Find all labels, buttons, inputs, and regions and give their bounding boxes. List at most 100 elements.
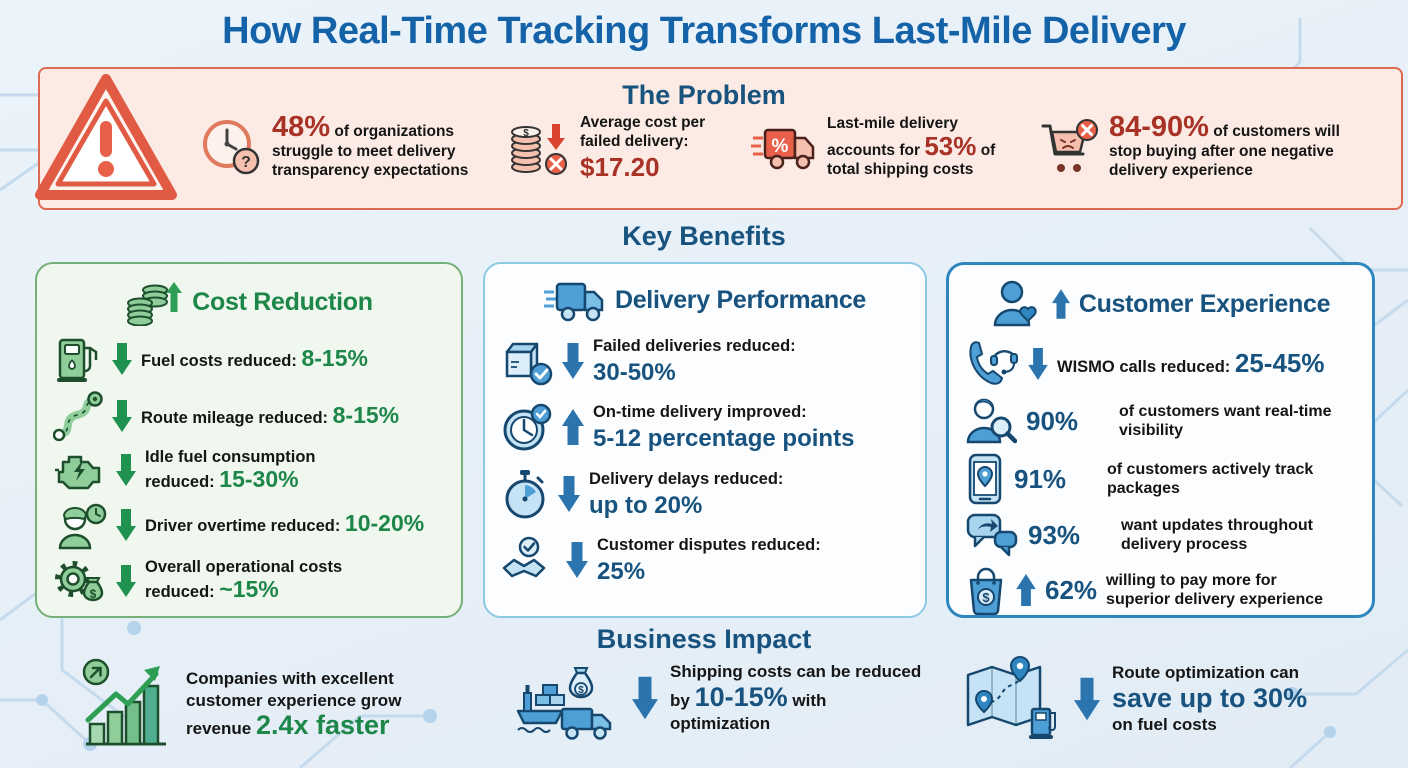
svg-text:?: ? (241, 154, 251, 171)
benefit-stat: 25% (597, 557, 646, 585)
growth-chart-icon (78, 658, 174, 750)
down-arrow-icon (558, 476, 580, 512)
benefit-item: 93% want updates throughout delivery pro… (965, 512, 1356, 558)
warning-triangle-icon (30, 69, 182, 214)
impact-text: Route optimization can save up to 30% on… (1112, 662, 1307, 735)
svg-text:%: % (772, 136, 789, 157)
down-arrow-icon (112, 400, 132, 432)
benefit-text: Fuel costs reduced: 8-15% (141, 346, 368, 372)
fuel-pump-icon (53, 334, 103, 384)
card-header: Cost Reduction (37, 278, 461, 326)
benefit-stat: 62% (1045, 575, 1098, 605)
benefit-item: 91% of customers actively track packages (965, 453, 1356, 505)
impact-text: Shipping costs can be reduced by 10-15% … (670, 661, 925, 734)
down-arrow-icon (116, 564, 136, 597)
problem-stat: 53% (924, 131, 977, 162)
problem-text: 48% of organizations struggle to meet de… (272, 113, 490, 180)
svg-text:$: $ (90, 587, 97, 601)
coins-up-icon (125, 278, 183, 326)
clock-question-icon: ? (200, 116, 262, 178)
benefit-item: Delivery delays reduced: up to 20% (501, 468, 909, 520)
problem-text: Average cost per failed delivery: $17.20 (580, 113, 730, 180)
problem-label: Average cost per failed delivery: (580, 114, 706, 151)
problem-item: $ Average cost per failed delivery: $17.… (508, 113, 743, 180)
benefit-stat: 90% (1026, 406, 1079, 436)
cart-negative-icon (1039, 118, 1099, 176)
benefit-item: $ 62% willing to pay more for superior d… (965, 565, 1356, 615)
benefit-item: $ Overall operational costs reduced: ~15… (53, 557, 445, 605)
benefit-label: of customers want real-time visibility (1119, 402, 1332, 439)
benefit-item: Driver overtime reduced: 10-20% (53, 500, 445, 550)
benefit-label: Overall operational costs reduced: (145, 558, 343, 602)
benefit-stat: 10-20% (344, 510, 425, 537)
benefit-stat: 30-50% (593, 358, 676, 386)
cost-reduction-card: Cost Reduction Fuel costs reduced: 8-15% (35, 262, 463, 618)
benefit-item: Route mileage reduced: 8-15% (53, 391, 445, 441)
card-title: Delivery Performance (614, 285, 867, 314)
problem-item: 84-90% of customers will stop buying aft… (1039, 113, 1369, 180)
impact-item: Route optimization can save up to 30% on… (962, 655, 1392, 743)
benefit-item: Fuel costs reduced: 8-15% (53, 334, 445, 384)
card-items: WISMO calls reduced: 25-45% 90% of custo… (949, 329, 1372, 615)
down-arrow-icon (112, 343, 132, 375)
benefit-item: Failed deliveries reduced: 30-50% (501, 336, 909, 386)
impact-stat: 2.4x faster (255, 709, 390, 740)
benefit-item: On-time delivery improved: 5-12 percenta… (501, 402, 909, 452)
benefit-label: Failed deliveries reduced: (593, 337, 796, 355)
benefit-stat: 93% (1028, 520, 1081, 550)
down-arrow-icon (116, 454, 136, 487)
route-map-icon (962, 655, 1062, 743)
benefit-stat: ~15% (219, 576, 279, 603)
benefit-label: Idle fuel consumption reduced: (145, 448, 316, 491)
card-title: Cost Reduction (192, 287, 373, 316)
driver-clock-icon (53, 500, 107, 550)
problem-heading: The Problem (622, 80, 786, 110)
benefit-item: Idle fuel consumption reduced: 15-30% (53, 448, 445, 493)
failed-delivery-coins-icon: $ (508, 118, 570, 176)
benefit-label: want updates throughout delivery process (1121, 516, 1313, 553)
clock-check-icon (501, 402, 553, 452)
phone-headset-icon (965, 339, 1019, 389)
impact-text: Companies with excellent customer experi… (186, 668, 441, 739)
impact-item: $ Shipping costs can be reduced by 10-15… (516, 655, 946, 741)
card-items: Fuel costs reduced: 8-15% Route mileage … (37, 326, 461, 605)
impact-label: Shipping costs can be reduced by (670, 662, 922, 711)
down-arrow-icon (116, 508, 136, 541)
benefit-text: On-time delivery improved: 5-12 percenta… (593, 403, 854, 451)
delivery-truck-icon (543, 278, 606, 322)
delivery-truck-percent-icon: % (751, 122, 817, 172)
svg-text:$: $ (578, 685, 584, 696)
problem-banner (38, 67, 1403, 210)
down-arrow-icon (1028, 348, 1048, 380)
impact-label: Companies with excellent customer experi… (186, 669, 402, 738)
problem-item: % Last-mile delivery accounts for 53% of… (751, 114, 1031, 180)
card-header: Delivery Performance (485, 278, 925, 322)
benefit-label: Delivery delays reduced: (589, 470, 784, 488)
benefit-stat: 91% (1014, 464, 1067, 494)
down-arrow-icon (632, 675, 658, 721)
benefit-text: Driver overtime reduced: 10-20% (145, 512, 424, 537)
benefit-stat: 8-15% (332, 401, 400, 428)
stopwatch-icon (501, 468, 549, 520)
benefit-label: Fuel costs reduced: (141, 351, 297, 370)
person-magnifier-icon (965, 396, 1017, 446)
chat-bubbles-icon (965, 512, 1019, 558)
impact-label: Route optimization can (1112, 663, 1299, 683)
customer-experience-card: Customer Experience WISMO calls reduced:… (946, 262, 1375, 618)
benefit-text: Customer disputes reduced: 25% (597, 536, 821, 584)
benefit-item: 90% of customers want real-time visibili… (965, 396, 1356, 446)
down-arrow-icon (562, 343, 584, 379)
card-header: Customer Experience (949, 279, 1372, 329)
benefit-text: Overall operational costs reduced: ~15% (145, 558, 363, 603)
problem-text: Last-mile delivery accounts for 53% of t… (827, 114, 1027, 180)
down-arrow-icon (1074, 676, 1100, 722)
benefit-label: of customers actively track packages (1107, 460, 1314, 497)
route-icon (53, 391, 103, 441)
down-arrow-icon (566, 542, 588, 578)
impact-item: Companies with excellent customer experi… (78, 658, 458, 750)
phone-pin-icon (965, 453, 1005, 505)
svg-text:$: $ (982, 590, 990, 605)
package-check-icon (501, 336, 553, 386)
benefit-stat: 25-45% (1234, 348, 1325, 379)
